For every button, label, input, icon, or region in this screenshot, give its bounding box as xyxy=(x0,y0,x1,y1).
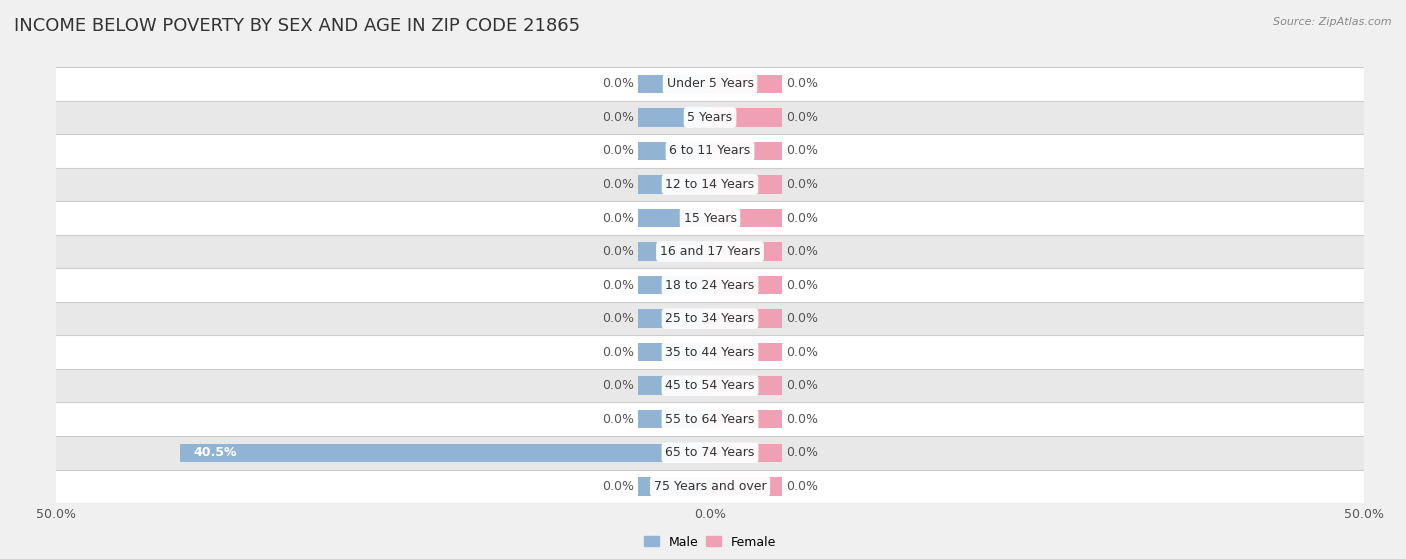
Bar xyxy=(56,302,1364,335)
Text: 25 to 34 Years: 25 to 34 Years xyxy=(665,312,755,325)
Text: 0.0%: 0.0% xyxy=(602,111,634,124)
Bar xyxy=(710,243,782,260)
Text: 0.0%: 0.0% xyxy=(602,480,634,493)
Bar xyxy=(56,67,1364,101)
Bar xyxy=(56,335,1364,369)
Bar xyxy=(710,175,782,193)
Bar xyxy=(638,74,710,93)
Text: 0.0%: 0.0% xyxy=(602,345,634,359)
Text: 0.0%: 0.0% xyxy=(786,446,818,459)
Bar xyxy=(638,142,710,160)
Text: 55 to 64 Years: 55 to 64 Years xyxy=(665,413,755,426)
Bar xyxy=(638,243,710,260)
Text: 0.0%: 0.0% xyxy=(602,312,634,325)
Text: 6 to 11 Years: 6 to 11 Years xyxy=(669,144,751,158)
Bar xyxy=(56,470,1364,503)
Text: 0.0%: 0.0% xyxy=(786,211,818,225)
Bar xyxy=(638,310,710,328)
Bar xyxy=(56,402,1364,436)
Bar xyxy=(710,310,782,328)
Text: 0.0%: 0.0% xyxy=(786,345,818,359)
Text: 0.0%: 0.0% xyxy=(786,413,818,426)
Bar xyxy=(638,410,710,428)
Text: 0.0%: 0.0% xyxy=(786,111,818,124)
Text: 5 Years: 5 Years xyxy=(688,111,733,124)
Bar xyxy=(56,268,1364,302)
Bar xyxy=(56,201,1364,235)
Text: 0.0%: 0.0% xyxy=(602,379,634,392)
Text: Source: ZipAtlas.com: Source: ZipAtlas.com xyxy=(1274,17,1392,27)
Bar xyxy=(710,74,782,93)
Bar xyxy=(638,343,710,361)
Text: 65 to 74 Years: 65 to 74 Years xyxy=(665,446,755,459)
Text: 35 to 44 Years: 35 to 44 Years xyxy=(665,345,755,359)
Bar xyxy=(638,377,710,395)
Bar xyxy=(56,134,1364,168)
Text: 16 and 17 Years: 16 and 17 Years xyxy=(659,245,761,258)
Bar xyxy=(710,410,782,428)
Bar xyxy=(710,276,782,294)
Text: 40.5%: 40.5% xyxy=(194,446,238,459)
Text: 0.0%: 0.0% xyxy=(602,211,634,225)
Bar xyxy=(710,343,782,361)
Bar xyxy=(638,108,710,126)
Text: 45 to 54 Years: 45 to 54 Years xyxy=(665,379,755,392)
Text: 0.0%: 0.0% xyxy=(602,413,634,426)
Text: 0.0%: 0.0% xyxy=(786,379,818,392)
Bar xyxy=(710,377,782,395)
Text: 18 to 24 Years: 18 to 24 Years xyxy=(665,278,755,292)
Bar xyxy=(56,369,1364,402)
Bar xyxy=(710,142,782,160)
Text: 0.0%: 0.0% xyxy=(786,312,818,325)
Bar xyxy=(638,276,710,294)
Text: Under 5 Years: Under 5 Years xyxy=(666,77,754,91)
Bar xyxy=(638,175,710,193)
Text: 0.0%: 0.0% xyxy=(602,77,634,91)
Bar xyxy=(710,477,782,496)
Text: 12 to 14 Years: 12 to 14 Years xyxy=(665,178,755,191)
Bar xyxy=(56,436,1364,470)
Text: 0.0%: 0.0% xyxy=(786,178,818,191)
Bar xyxy=(56,235,1364,268)
Bar xyxy=(710,444,782,462)
Text: 0.0%: 0.0% xyxy=(786,480,818,493)
Text: INCOME BELOW POVERTY BY SEX AND AGE IN ZIP CODE 21865: INCOME BELOW POVERTY BY SEX AND AGE IN Z… xyxy=(14,17,581,35)
Bar xyxy=(638,209,710,227)
Bar xyxy=(710,209,782,227)
Text: 0.0%: 0.0% xyxy=(786,144,818,158)
Text: 0.0%: 0.0% xyxy=(786,245,818,258)
Bar xyxy=(56,168,1364,201)
Legend: Male, Female: Male, Female xyxy=(638,530,782,553)
Text: 0.0%: 0.0% xyxy=(602,245,634,258)
Text: 0.0%: 0.0% xyxy=(602,144,634,158)
Text: 0.0%: 0.0% xyxy=(786,278,818,292)
Text: 0.0%: 0.0% xyxy=(786,77,818,91)
Bar xyxy=(638,477,710,496)
Bar xyxy=(56,101,1364,134)
Text: 0.0%: 0.0% xyxy=(602,178,634,191)
Bar xyxy=(180,444,710,462)
Text: 0.0%: 0.0% xyxy=(602,278,634,292)
Bar xyxy=(710,108,782,126)
Text: 75 Years and over: 75 Years and over xyxy=(654,480,766,493)
Text: 15 Years: 15 Years xyxy=(683,211,737,225)
